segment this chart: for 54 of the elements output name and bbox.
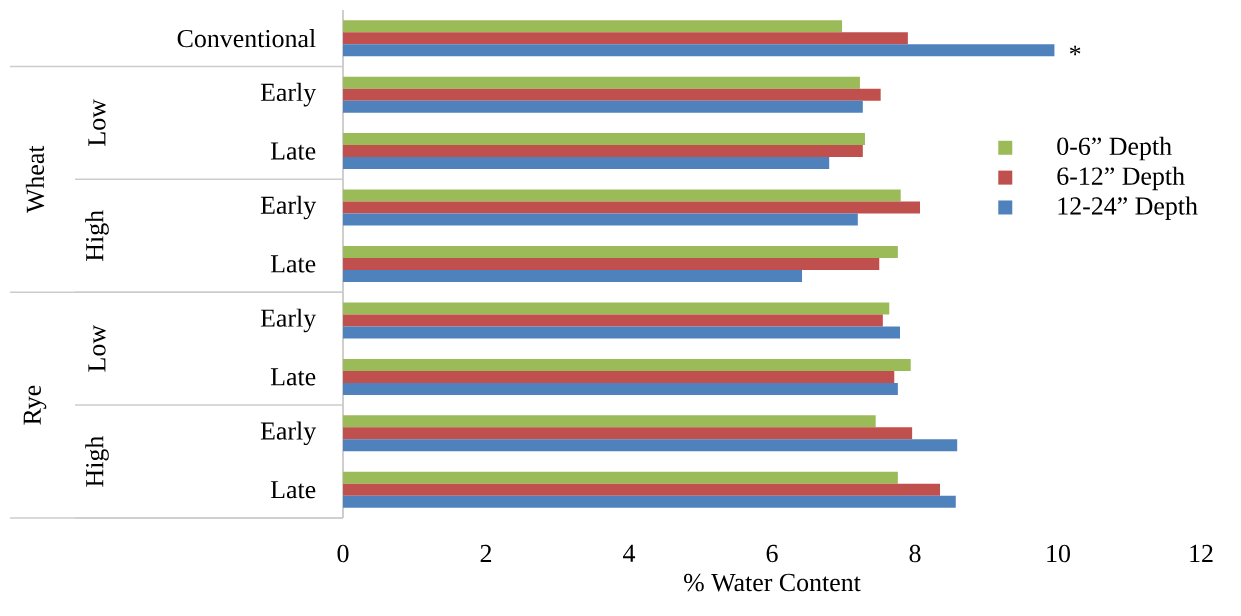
bar (343, 133, 865, 146)
x-tick-label: 2 (480, 544, 492, 562)
bar (343, 269, 803, 282)
bar (343, 257, 880, 270)
x-tick-label: 0 (337, 544, 349, 563)
text: Rye (23, 385, 47, 425)
x-tick-label: 10 (1047, 544, 1070, 563)
bar (343, 326, 900, 339)
bar (343, 213, 858, 226)
bar (343, 201, 921, 214)
y-tick-label: Late (270, 481, 316, 499)
bar (343, 189, 901, 202)
bar (343, 32, 908, 45)
y-tick-label: Early (260, 421, 317, 446)
bar (343, 44, 1055, 57)
bar (343, 427, 913, 440)
bar (343, 314, 883, 327)
annotation: * (1069, 45, 1081, 56)
y-tick-label: Late (270, 255, 316, 273)
y-tick-label: Late (270, 142, 316, 160)
bar (343, 245, 898, 258)
bar (343, 471, 898, 484)
x-tick-label: 6 (766, 544, 778, 563)
text: Low (88, 325, 106, 372)
bar (343, 483, 941, 496)
bar (343, 145, 863, 158)
text: High (85, 210, 109, 261)
text: Low (88, 99, 106, 146)
y-tick-label: Early (260, 82, 317, 107)
bar (343, 495, 956, 508)
y-tick-label: Conventional (177, 29, 316, 48)
bar (343, 88, 881, 101)
y-tick-label: Late (270, 368, 316, 386)
bar (343, 370, 895, 383)
x-tick-label: 8 (909, 544, 921, 563)
bar (343, 358, 911, 371)
text: High (85, 436, 109, 487)
bar (343, 382, 898, 395)
bar (343, 76, 860, 89)
x-tick-label: 4 (623, 544, 636, 562)
bar (343, 157, 830, 170)
bar (343, 439, 958, 452)
x-axis-title: % Water Content (684, 573, 861, 592)
bar (343, 20, 843, 33)
y-tick-label: Early (260, 308, 317, 333)
legend-label: 6-12” Depth (1057, 166, 1185, 191)
bar (343, 302, 890, 315)
bar (343, 100, 863, 113)
bar (343, 415, 876, 428)
legend-label: 0-6” Depth (1057, 136, 1172, 161)
x-tick-label: 12 (1190, 544, 1213, 562)
text: Wheat (25, 145, 45, 214)
y-tick-label: Early (260, 195, 317, 220)
legend-label: 12-24” Depth (1058, 196, 1198, 221)
